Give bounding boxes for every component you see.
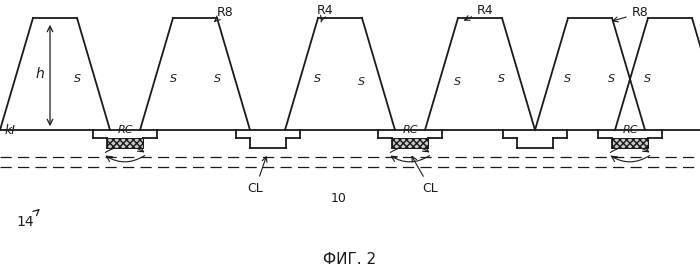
Text: S: S	[645, 74, 652, 84]
Text: S: S	[169, 74, 176, 84]
Text: RC: RC	[622, 125, 638, 135]
Text: S: S	[454, 77, 461, 87]
Text: S: S	[498, 74, 505, 84]
Text: S: S	[608, 74, 615, 84]
Text: 10: 10	[331, 192, 346, 204]
Text: RC: RC	[118, 125, 133, 135]
Text: S: S	[314, 74, 321, 84]
Text: CL: CL	[412, 156, 438, 195]
Text: kI: kI	[5, 124, 16, 136]
Text: R8: R8	[613, 7, 648, 22]
Text: S: S	[214, 74, 220, 84]
Text: RC: RC	[402, 125, 418, 135]
Text: S: S	[564, 74, 572, 84]
Bar	[612, 138, 648, 148]
Text: 14: 14	[16, 210, 39, 229]
Bar	[107, 138, 143, 148]
Text: S: S	[74, 74, 80, 84]
Text: R4: R4	[316, 4, 333, 22]
Text: h: h	[36, 67, 44, 81]
Bar	[392, 138, 428, 148]
Text: S: S	[358, 77, 365, 87]
Text: ФИГ. 2: ФИГ. 2	[323, 253, 377, 267]
Text: R4: R4	[465, 4, 493, 20]
Text: R8: R8	[215, 5, 233, 21]
Text: CL: CL	[248, 157, 267, 195]
